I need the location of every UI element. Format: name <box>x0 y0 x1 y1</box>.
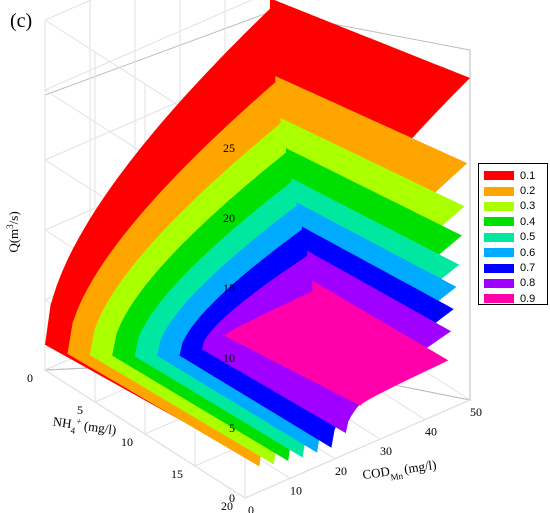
legend-swatch <box>484 294 514 304</box>
y-axis-label: NH4+(mg/l) <box>51 413 117 442</box>
legend-item: 0.9 <box>484 291 542 306</box>
legend-swatch <box>484 232 514 242</box>
legend-item: 0.2 <box>484 183 542 198</box>
z-tick-label: 5 <box>229 421 235 435</box>
legend-label: 0.5 <box>520 231 536 244</box>
z-tick-label: 20 <box>223 211 235 225</box>
legend-label: 0.4 <box>520 215 536 228</box>
legend-item: 0.8 <box>484 276 542 291</box>
z-tick-label: 0 <box>229 491 235 505</box>
legend-swatch <box>484 217 514 227</box>
surface-layers <box>45 0 470 467</box>
legend-swatch <box>484 278 514 288</box>
panel-label: (c) <box>10 10 33 32</box>
legend: 0.1 0.2 0.3 0.4 0.5 0.6 0.7 0.8 0.9 <box>478 163 548 305</box>
legend-label: 0.2 <box>520 185 536 198</box>
y-tick-label: 5 <box>77 403 83 417</box>
x-tick-label: 20 <box>335 464 347 478</box>
y-tick-label: 0 <box>27 371 33 385</box>
svg-text:NH4+(mg/l): NH4+(mg/l) <box>51 413 117 442</box>
legend-item: 0.4 <box>484 214 542 229</box>
legend-label: 0.8 <box>520 277 536 290</box>
legend-swatch <box>484 171 514 181</box>
legend-item: 0.6 <box>484 245 542 260</box>
legend-item: 0.1 <box>484 168 542 183</box>
legend-swatch <box>484 263 514 273</box>
y-tick-label: 15 <box>171 467 183 481</box>
legend-label: 0.1 <box>520 169 536 182</box>
y-tick-label: 20 <box>221 499 233 513</box>
legend-item: 0.3 <box>484 199 542 214</box>
x-tick-label: 50 <box>470 405 482 419</box>
legend-item: 0.7 <box>484 260 542 275</box>
svg-text:CODMn(mg/l): CODMn(mg/l) <box>361 457 437 486</box>
z-tick-label: 15 <box>223 281 235 295</box>
z-axis-label: Q(m3/s) <box>5 211 21 252</box>
legend-label: 0.6 <box>520 246 536 259</box>
legend-swatch <box>484 186 514 196</box>
legend-swatch <box>484 248 514 258</box>
x-tick-label: 40 <box>425 425 437 439</box>
legend-swatch <box>484 201 514 211</box>
surface-0.9 <box>224 280 449 406</box>
z-tick-label: 25 <box>223 141 235 155</box>
legend-label: 0.9 <box>520 292 536 305</box>
z-tick-label: 10 <box>223 351 235 365</box>
legend-label: 0.7 <box>520 262 536 275</box>
legend-label: 0.3 <box>520 200 536 213</box>
svg-text:Q(m3/s): Q(m3/s) <box>5 211 21 252</box>
x-axis-label: CODMn(mg/l) <box>361 457 437 486</box>
x-tick-label: 10 <box>290 483 302 497</box>
x-tick-label: 0 <box>248 503 254 513</box>
x-tick-label: 30 <box>380 444 392 458</box>
y-tick-label: 10 <box>121 435 133 449</box>
legend-item: 0.5 <box>484 230 542 245</box>
